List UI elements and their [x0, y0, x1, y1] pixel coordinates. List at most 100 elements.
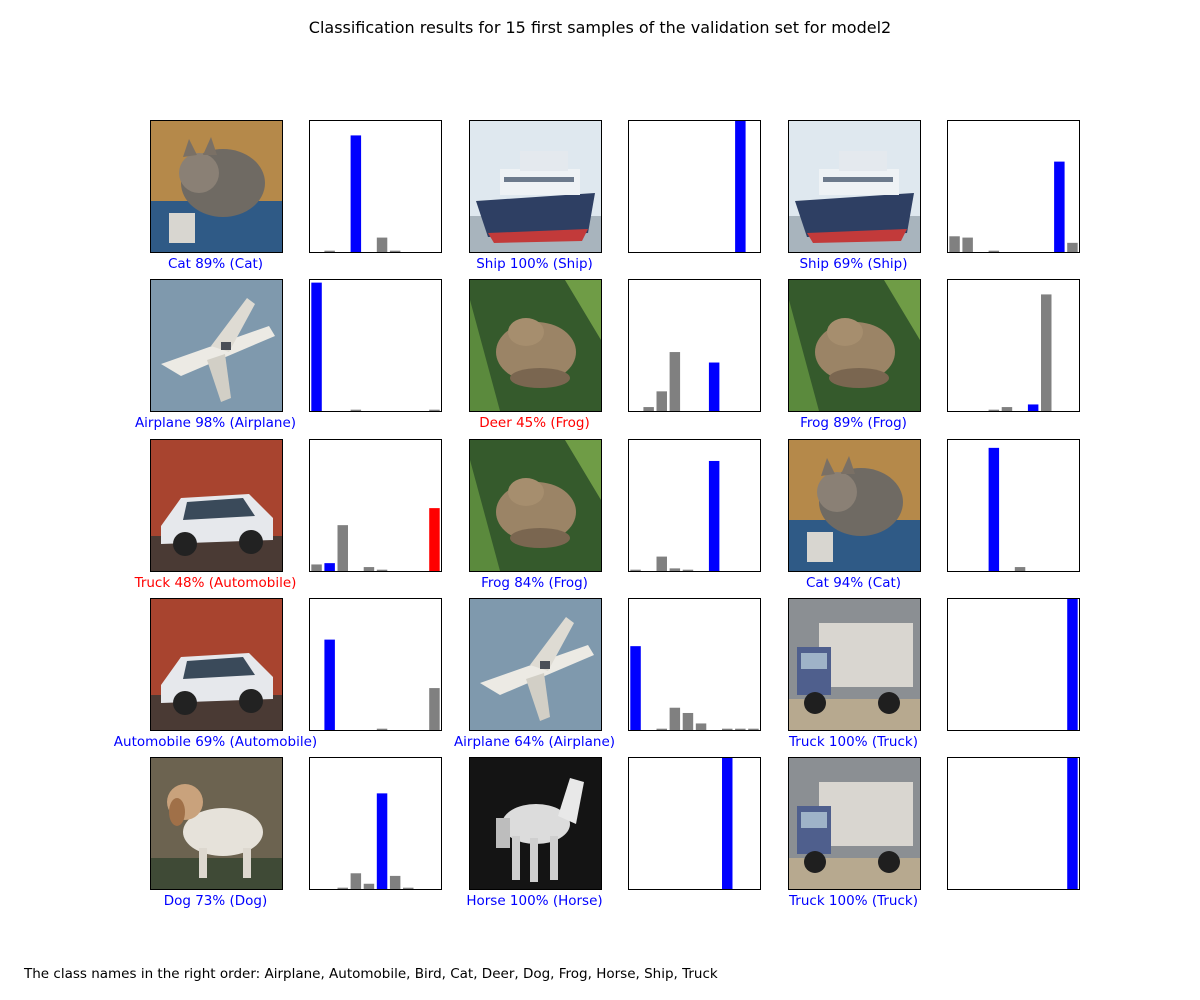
sample-image-horse — [469, 757, 602, 890]
bar-frog — [708, 460, 720, 571]
sample-caption: Horse 100% (Horse) — [466, 893, 603, 909]
bar-deer — [682, 569, 694, 571]
bar-frog — [389, 250, 401, 252]
sample-image-dog — [150, 757, 283, 890]
bar-truck — [1067, 758, 1078, 889]
probability-bar-chart — [309, 439, 442, 572]
bar-truck — [429, 508, 440, 571]
bar-dog — [376, 793, 388, 889]
bar-cat — [350, 135, 362, 252]
probability-bar-chart — [947, 757, 1080, 890]
sample-caption: Ship 100% (Ship) — [476, 256, 593, 272]
bar-truck — [748, 728, 759, 730]
bar-deer — [682, 712, 694, 730]
sample-caption: Frog 84% (Frog) — [481, 575, 588, 591]
bar-truck — [1067, 242, 1078, 252]
sample-image-cat — [150, 120, 283, 253]
sample-caption: Deer 45% (Frog) — [479, 415, 590, 431]
bar-horse — [403, 887, 414, 889]
sample-caption: Dog 73% (Dog) — [163, 893, 268, 909]
bar-frog — [708, 362, 720, 411]
sample-image-car — [150, 439, 283, 572]
sample-image-airplane — [150, 279, 283, 412]
bar-automobile — [324, 250, 335, 252]
sample-caption: Airplane 98% (Airplane) — [134, 415, 297, 431]
probability-bar-chart — [628, 439, 761, 572]
bar-ship — [735, 728, 746, 730]
probability-bar-chart — [309, 598, 442, 731]
bar-dog — [376, 728, 388, 730]
bar-truck — [429, 688, 440, 730]
bar-cat — [350, 873, 362, 889]
sample-caption: Truck 100% (Truck) — [789, 734, 918, 750]
bar-cat — [350, 409, 362, 411]
bar-cat — [669, 707, 681, 730]
sample-caption: Airplane 64% (Airplane) — [453, 734, 616, 750]
probability-bar-chart — [947, 279, 1080, 412]
sample-caption: Cat 89% (Cat) — [167, 256, 264, 272]
bar-horse — [722, 758, 733, 889]
bar-cat — [988, 447, 1000, 571]
bar-automobile — [324, 563, 335, 571]
sample-caption: Frog 89% (Frog) — [800, 415, 907, 431]
figure-title: Classification results for 15 first samp… — [308, 18, 892, 37]
bar-cat — [988, 250, 1000, 252]
bar-airplane — [311, 564, 322, 571]
bar-cat — [988, 409, 1000, 411]
sample-image-airplane — [469, 598, 602, 731]
probability-bar-chart — [628, 598, 761, 731]
sample-image-frog — [788, 279, 921, 412]
sample-caption: Truck 48% (Automobile) — [134, 575, 297, 591]
bar-cat — [669, 352, 681, 411]
bar-ship — [1054, 161, 1065, 252]
bar-frog — [1027, 404, 1039, 411]
bar-dog — [376, 237, 388, 252]
sample-image-frog — [469, 279, 602, 412]
probability-bar-chart — [947, 598, 1080, 731]
bar-dog — [695, 723, 707, 730]
sample-image-ship — [788, 120, 921, 253]
bar-airplane — [311, 282, 322, 411]
sample-image-cat — [788, 439, 921, 572]
sample-caption: Automobile 69% (Automobile) — [113, 734, 318, 750]
probability-bar-chart — [628, 279, 761, 412]
bar-airplane — [949, 236, 960, 252]
bar-automobile — [643, 407, 654, 411]
sample-caption: Truck 100% (Truck) — [789, 893, 918, 909]
bar-cat — [669, 568, 681, 571]
bar-automobile — [324, 639, 335, 730]
bar-deer — [363, 567, 375, 571]
probability-bar-chart — [947, 439, 1080, 572]
probability-bar-chart — [309, 279, 442, 412]
bar-truck — [1067, 599, 1078, 730]
bar-airplane — [630, 569, 641, 571]
probability-bar-chart — [309, 757, 442, 890]
bar-airplane — [630, 646, 641, 730]
sample-image-truck — [788, 757, 921, 890]
bar-dog — [376, 569, 388, 571]
bar-ship — [735, 121, 746, 252]
bar-horse — [1041, 294, 1052, 411]
bar-deer — [363, 883, 375, 889]
bar-bird — [337, 525, 348, 571]
sample-image-frog — [469, 439, 602, 572]
class-order-footnote: The class names in the right order: Airp… — [24, 966, 718, 982]
bar-truck — [429, 409, 440, 411]
bar-deer — [1001, 407, 1013, 411]
probability-bar-chart — [628, 120, 761, 253]
bar-bird — [337, 887, 348, 889]
sample-caption: Cat 94% (Cat) — [805, 575, 902, 591]
probability-bar-chart — [309, 120, 442, 253]
sample-image-car — [150, 598, 283, 731]
sample-caption: Ship 69% (Ship) — [799, 256, 908, 272]
bar-bird — [656, 391, 667, 411]
bar-dog — [1014, 567, 1026, 571]
bar-bird — [656, 728, 667, 730]
sample-image-ship — [469, 120, 602, 253]
sample-image-truck — [788, 598, 921, 731]
probability-bar-chart — [628, 757, 761, 890]
bar-bird — [656, 556, 667, 571]
probability-bar-chart — [947, 120, 1080, 253]
bar-horse — [722, 728, 733, 730]
bar-frog — [389, 875, 401, 889]
